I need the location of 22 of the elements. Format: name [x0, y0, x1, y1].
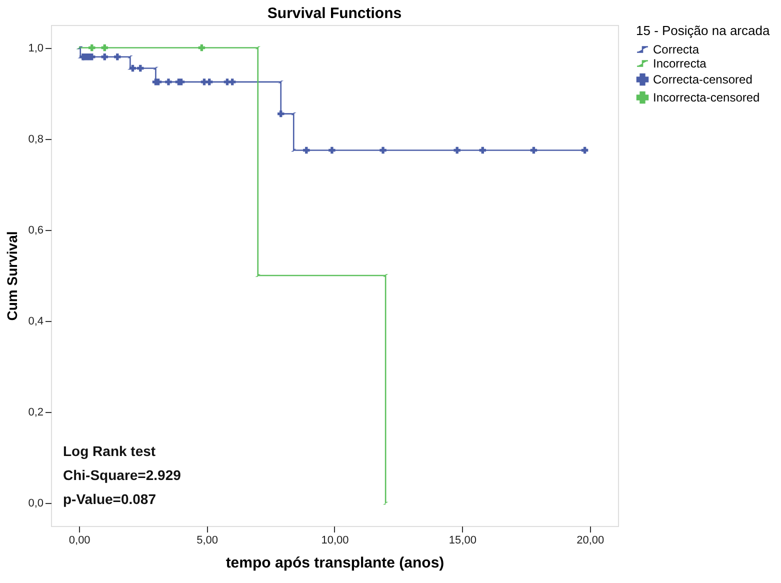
chart-title: Survival Functions [267, 5, 402, 22]
legend-label: Correcta [653, 42, 700, 56]
x-tick-label: 15,00 [448, 534, 476, 546]
y-axis-title: Cum Survival [4, 231, 20, 321]
x-axis-title: tempo após transplante (anos) [226, 554, 444, 572]
y-tick-label: 0,8 [28, 133, 44, 146]
y-tick-label: 1,0 [28, 42, 44, 54]
x-tick-label: 20,00 [576, 534, 604, 546]
annotation: Log Rank test [63, 443, 156, 459]
x-tick-label: 0,00 [68, 534, 90, 546]
legend-label: Correcta-censored [653, 72, 752, 86]
y-tick-label: 0,4 [28, 316, 44, 328]
y-tick-label: 0,6 [28, 224, 44, 236]
x-tick-label: 5,00 [196, 534, 218, 546]
annotation: p-Value=0.087 [63, 491, 156, 507]
y-tick-label: 0,0 [28, 498, 44, 510]
legend-label: Incorrecta-censored [653, 90, 760, 104]
legend-label: Incorrecta [653, 56, 707, 70]
legend-title: 15 - Posição na arcada [636, 23, 770, 38]
y-tick-label: 0,2 [28, 406, 44, 419]
annotation: Chi-Square=2.929 [63, 467, 182, 483]
x-tick-label: 10,00 [321, 534, 349, 546]
